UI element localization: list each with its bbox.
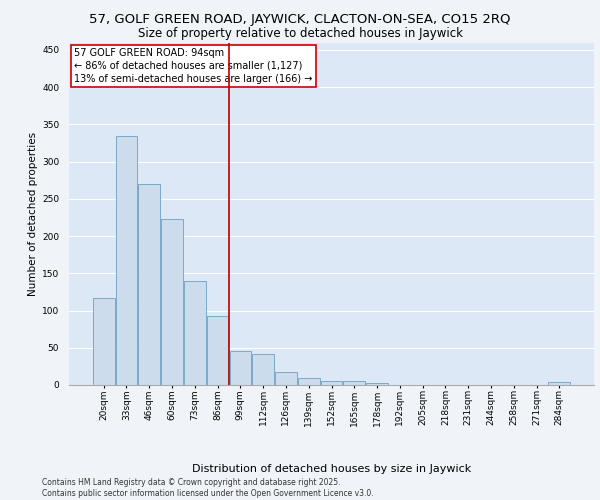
Text: Size of property relative to detached houses in Jaywick: Size of property relative to detached ho…: [137, 28, 463, 40]
Bar: [366, 383, 388, 385]
Bar: [207, 316, 229, 385]
Bar: [230, 352, 251, 385]
Bar: [184, 281, 206, 385]
Bar: [139, 184, 160, 385]
Bar: [275, 372, 297, 385]
Bar: [320, 380, 343, 385]
Bar: [93, 298, 115, 385]
Text: Contains HM Land Registry data © Crown copyright and database right 2025.
Contai: Contains HM Land Registry data © Crown c…: [42, 478, 374, 498]
Bar: [343, 380, 365, 385]
Text: 57, GOLF GREEN ROAD, JAYWICK, CLACTON-ON-SEA, CO15 2RQ: 57, GOLF GREEN ROAD, JAYWICK, CLACTON-ON…: [89, 12, 511, 26]
Bar: [548, 382, 570, 385]
Y-axis label: Number of detached properties: Number of detached properties: [28, 132, 38, 296]
Bar: [253, 354, 274, 385]
Text: 57 GOLF GREEN ROAD: 94sqm
← 86% of detached houses are smaller (1,127)
13% of se: 57 GOLF GREEN ROAD: 94sqm ← 86% of detac…: [74, 48, 313, 84]
X-axis label: Distribution of detached houses by size in Jaywick: Distribution of detached houses by size …: [192, 464, 471, 474]
Bar: [298, 378, 320, 385]
Bar: [161, 219, 183, 385]
Bar: [116, 136, 137, 385]
